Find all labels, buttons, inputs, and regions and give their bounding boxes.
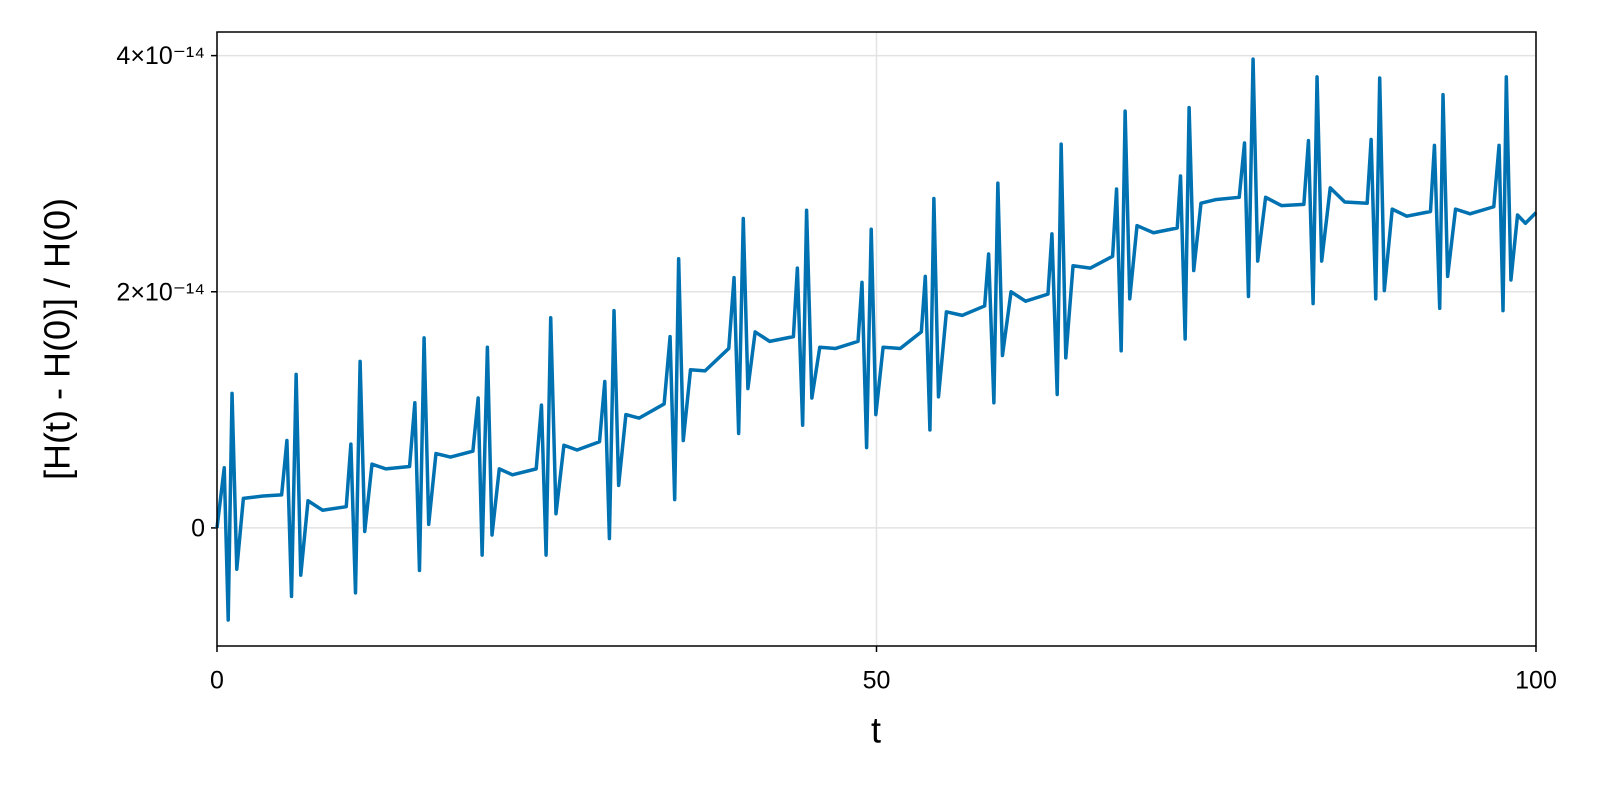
x-axis-label: t bbox=[871, 710, 881, 751]
y-axis-label: [H(t) - H(0)] / H(0) bbox=[37, 198, 78, 480]
x-tick-label: 0 bbox=[210, 667, 224, 695]
y-tick-label: 2×10⁻¹⁴ bbox=[116, 278, 205, 306]
x-tick-label: 100 bbox=[1515, 667, 1557, 695]
plot-frame bbox=[216, 31, 1537, 647]
data-line bbox=[215, 57, 1538, 622]
y-tick-label: 0 bbox=[191, 515, 205, 543]
x-tick-label: 50 bbox=[863, 667, 891, 695]
y-tick-label: 4×10⁻¹⁴ bbox=[116, 42, 205, 70]
